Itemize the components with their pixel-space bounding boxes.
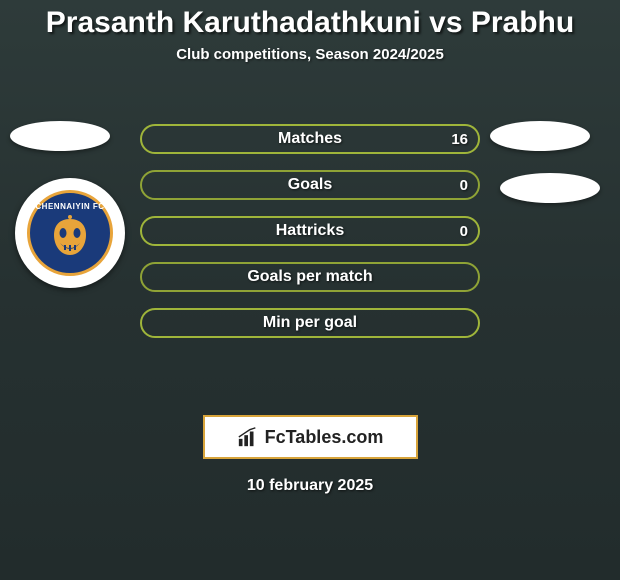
- stat-bar: Goals 0: [140, 170, 480, 200]
- player-pill-right-bottom: [500, 173, 600, 203]
- stat-bar-label: Goals: [288, 176, 332, 194]
- stat-bar-label: Min per goal: [263, 314, 357, 332]
- stat-bar-label: Matches: [278, 130, 342, 148]
- stat-bar: Min per goal: [140, 308, 480, 338]
- fctables-logo-text: FcTables.com: [265, 427, 384, 448]
- player-pill-right-top: [490, 121, 590, 151]
- club-badge: CHENNAIYIN FC: [15, 178, 125, 288]
- fctables-logo-box: FcTables.com: [203, 415, 418, 459]
- player-pill-left: [10, 121, 110, 151]
- stat-bar-value-right: 0: [460, 177, 468, 194]
- stat-bar-label: Goals per match: [247, 268, 372, 286]
- stat-bar-value-right: 16: [451, 131, 468, 148]
- stat-bar-label: Hattricks: [276, 222, 344, 240]
- stat-bar: Matches 16: [140, 124, 480, 154]
- club-badge-text: CHENNAIYIN FC: [35, 202, 104, 211]
- subtitle: Club competitions, Season 2024/2025: [0, 46, 620, 63]
- club-badge-mascot-icon: [46, 215, 94, 259]
- stat-bars: Matches 16 Goals 0 Hattricks 0 Goals per match…: [140, 124, 480, 354]
- stat-bar: Hattricks 0: [140, 216, 480, 246]
- stat-bar-value-right: 0: [460, 223, 468, 240]
- update-date: 10 february 2025: [0, 477, 620, 495]
- chart-bars-icon: [237, 426, 259, 448]
- club-badge-inner: CHENNAIYIN FC: [27, 190, 113, 276]
- page-title: Prasanth Karuthadathkuni vs Prabhu: [0, 0, 620, 40]
- stat-bar: Goals per match: [140, 262, 480, 292]
